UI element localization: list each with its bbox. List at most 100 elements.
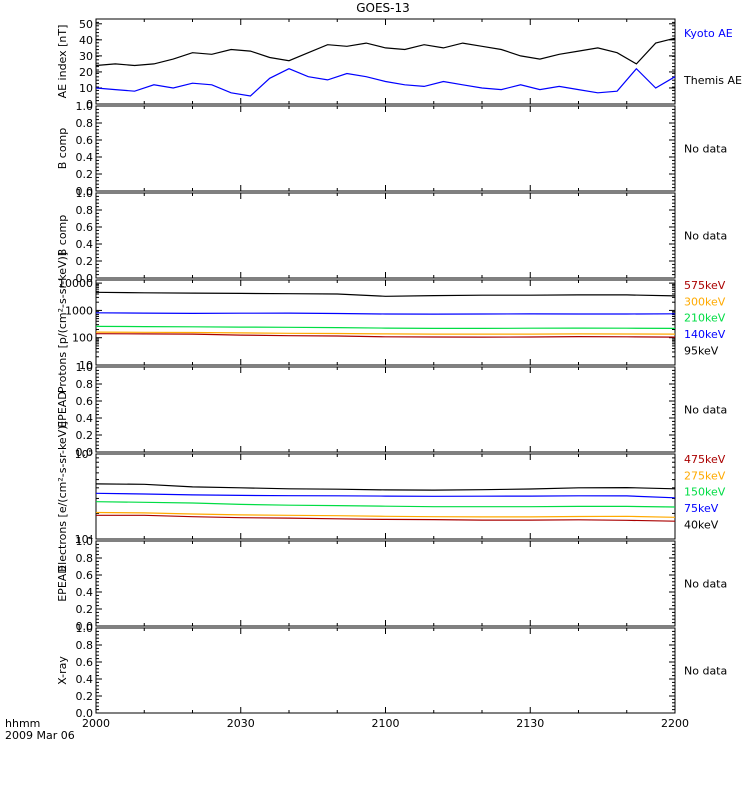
y-tick-label: 40 [79, 34, 93, 47]
legend-entry: 40keV [684, 518, 719, 531]
series-line-themis-ae [95, 37, 676, 67]
y-tick-label: 0.6 [76, 569, 94, 582]
y-axis-label: Electrons [e/(cm²-s-sr-keV)] [56, 421, 69, 572]
series-line-75kev [95, 492, 676, 499]
legend-entry: 150keV [684, 486, 726, 499]
y-tick-label: 0.4 [76, 673, 94, 686]
series-line-40kev [95, 483, 676, 491]
y-tick-label: 0.8 [76, 552, 94, 565]
series-line-210kev [95, 325, 676, 329]
y-tick-label: 0.0 [76, 707, 94, 720]
x-tick-label: 2130 [516, 717, 544, 730]
y-tick-label: 0.2 [76, 690, 94, 703]
y-tick-label: 0.0 [76, 446, 94, 459]
y-tick-label: 0.4 [76, 151, 94, 164]
series-line-140kev [95, 312, 676, 315]
panel-6: 10⁴ 10⁵ Electrons [e/(cm²-s-sr-keV)] 475keV… [56, 421, 726, 572]
panel-5: 0.0 0.2 0.4 0.6 0.8 1.0 EPEAD No data [56, 361, 727, 459]
y-tick-label: 10 [79, 359, 93, 372]
y-axis-label: B comp [56, 215, 69, 257]
y-tick-label: 10⁴ [75, 533, 94, 546]
y-axis-label: X-ray [56, 656, 69, 685]
y-tick-label: 1.0 [76, 187, 94, 200]
time-axis-label: hhmm [5, 717, 40, 730]
no-data-label: No data [684, 230, 727, 243]
y-tick-label: 0.4 [76, 412, 94, 425]
y-tick-label: 0.4 [76, 586, 94, 599]
y-tick-label: 0.2 [76, 603, 94, 616]
x-tick-label: 2200 [661, 717, 689, 730]
y-tick-label: 0 [86, 98, 93, 111]
plot-frame [95, 627, 676, 714]
y-tick-label: 10 [79, 82, 93, 95]
series-line-kyoto-ae [95, 67, 676, 97]
y-tick-label: 0.8 [76, 117, 94, 130]
y-tick-label: 1.0 [76, 100, 94, 113]
chart-title: GOES-13 [356, 1, 410, 15]
panel-1: 0 10 20 30 40 50 AE index [nT] Kyoto AE Themis A… [56, 18, 742, 111]
legend-entry: 475keV [684, 453, 726, 466]
y-tick-label: 1.0 [76, 622, 94, 635]
y-tick-label: 30 [79, 50, 93, 63]
legend-entry: Themis AE [683, 74, 742, 87]
y-tick-label: 100 [72, 332, 93, 345]
y-tick-label: 10000 [58, 277, 93, 290]
legend-entry: 300keV [684, 295, 726, 308]
panel-8: 0.0 0.2 0.4 0.6 0.8 1.0 X-ray No data [56, 622, 727, 720]
y-tick-label: 0.2 [76, 255, 94, 268]
x-tick-label: 2100 [372, 717, 400, 730]
series-line-575kev [95, 333, 676, 338]
y-tick-label: 0.0 [76, 272, 94, 285]
panel-7: 0.0 0.2 0.4 0.6 0.8 1.0 EPEAD No data [56, 535, 727, 633]
y-tick-label: 0.6 [76, 656, 94, 669]
y-tick-label: 10⁵ [75, 448, 93, 461]
legend-entry: 210keV [684, 312, 726, 325]
y-tick-label: 0.2 [76, 168, 94, 181]
no-data-label: No data [684, 143, 727, 156]
legend-entry: 95keV [684, 344, 719, 357]
y-tick-label: 1.0 [76, 535, 94, 548]
no-data-label: No data [684, 665, 727, 678]
y-tick-label: 0.0 [76, 185, 94, 198]
y-tick-label: 0.8 [76, 639, 94, 652]
plot-frame [95, 192, 676, 279]
panel-3: 0.0 0.2 0.4 0.6 0.8 1.0 B comp No data [56, 187, 727, 285]
legend-entry: Kyoto AE [684, 27, 733, 40]
no-data-label: No data [684, 404, 727, 417]
y-tick-label: 0.6 [76, 134, 94, 147]
legend-entry: 275keV [684, 469, 726, 482]
y-tick-label: 20 [79, 66, 93, 79]
y-tick-label: 0.4 [76, 238, 94, 251]
y-tick-label: 0.6 [76, 221, 94, 234]
y-axis-label: EPEAD [56, 565, 69, 602]
y-axis-label: EPEAD [56, 391, 69, 428]
y-tick-label: 0.2 [76, 429, 94, 442]
plot-frame [95, 366, 676, 453]
legend-entry: 75keV [684, 502, 719, 515]
y-tick-label: 0.6 [76, 395, 94, 408]
series-line-475kev [96, 514, 676, 522]
y-tick-label: 0.8 [76, 378, 94, 391]
y-tick-label: 1000 [65, 304, 93, 317]
series-line-300kev [95, 331, 676, 335]
y-tick-label: 1.0 [76, 361, 94, 374]
series-line-275kev [95, 511, 676, 518]
legend-entry: 575keV [684, 279, 726, 292]
legend-entry: 140keV [684, 328, 726, 341]
y-axis-label: B comp [56, 128, 69, 170]
y-tick-label: 50 [79, 18, 93, 31]
plot-frame [95, 540, 676, 627]
date-label: 2009 Mar 06 [5, 729, 75, 742]
plot-frame [95, 105, 676, 192]
panel-2: 0.0 0.2 0.4 0.6 0.8 1.0 B comp No data [56, 100, 727, 198]
x-tick-label: 2030 [227, 717, 255, 730]
y-tick-label: 0.0 [76, 620, 94, 633]
series-line-95kev [95, 291, 676, 297]
x-tick-label: 2000 [82, 717, 110, 730]
no-data-label: No data [684, 578, 727, 591]
y-tick-label: 0.8 [76, 204, 94, 217]
y-axis-label: AE index [nT] [56, 25, 69, 99]
